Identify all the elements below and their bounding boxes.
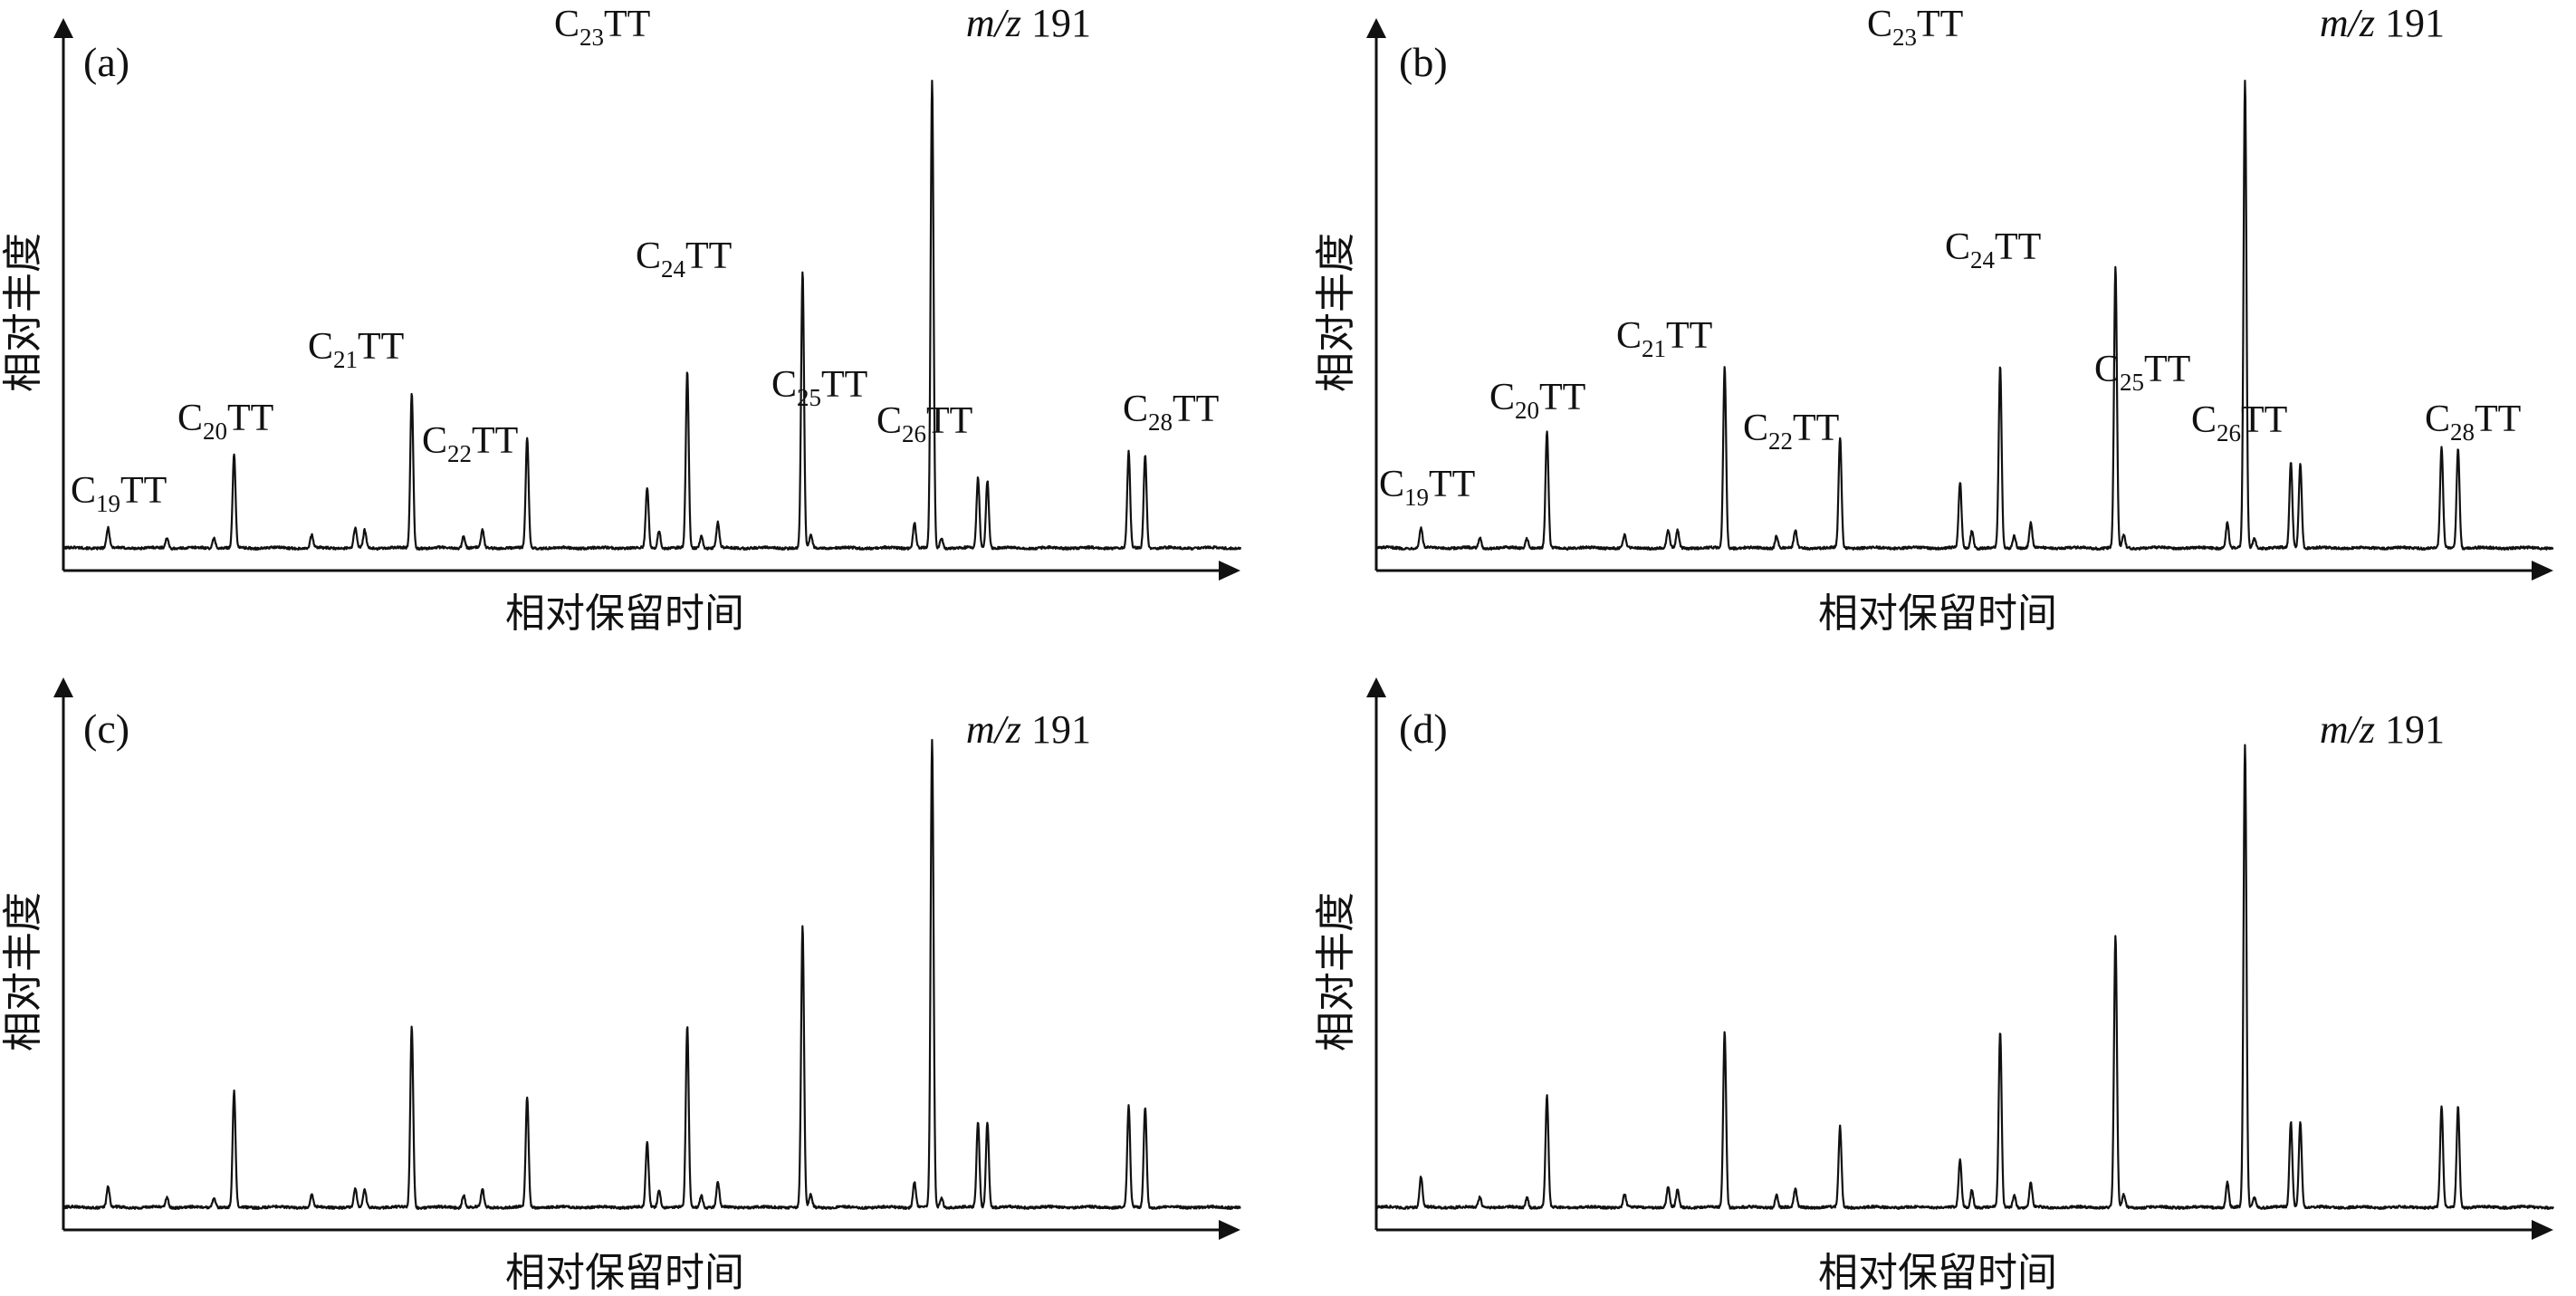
- peak-label-C28TT: C28TT: [2425, 398, 2521, 446]
- x-axis-title: 相对保留时间: [505, 1250, 744, 1296]
- chart-panel-c: 相对保留时间 相对丰度 (c) m/z 191: [0, 677, 1241, 1296]
- x-axis-arrow: [1219, 1220, 1240, 1240]
- panel-label: (d): [1399, 706, 1448, 752]
- y-axis-title: 相对丰度: [0, 892, 46, 1051]
- x-axis-arrow: [1219, 561, 1240, 581]
- mz-annotation: m/z 191: [2320, 1, 2445, 45]
- y-axis-title: 相对丰度: [0, 233, 46, 392]
- peak-label-C26TT: C26TT: [2191, 399, 2287, 446]
- chart-panel-d: 相对保留时间 相对丰度 (d) m/z 191: [1313, 677, 2554, 1296]
- chart-panel-b: 相对保留时间 相对丰度 (b) m/z 191 C19TT C20TT C21TT C22TT…: [1313, 1, 2554, 637]
- mz-annotation: m/z 191: [966, 1, 1091, 45]
- peak-label-C23TT: C23TT: [1867, 4, 1963, 51]
- chromatogram-trace: [1375, 744, 2554, 1210]
- y-axis-title: 相对丰度: [1313, 892, 1359, 1051]
- x-axis-arrow: [2532, 561, 2553, 581]
- y-axis-title: 相对丰度: [1313, 233, 1359, 392]
- peak-label-C23TT: C23TT: [554, 4, 650, 51]
- peak-label-C26TT: C26TT: [876, 400, 972, 447]
- panel-label: (c): [83, 706, 129, 752]
- peak-label-C24TT: C24TT: [636, 235, 732, 283]
- peak-label-C20TT: C20TT: [1489, 377, 1585, 424]
- peak-label-C19TT: C19TT: [1379, 464, 1475, 511]
- peak-label-C25TT: C25TT: [771, 364, 867, 411]
- chromatogram-trace: [62, 738, 1241, 1210]
- y-axis-arrow: [1366, 18, 1386, 38]
- peak-label-C24TT: C24TT: [1945, 226, 2041, 274]
- mz-annotation: m/z 191: [966, 707, 1091, 752]
- y-axis-arrow: [1366, 677, 1386, 697]
- peak-label-C22TT: C22TT: [1743, 408, 1839, 455]
- y-axis-arrow: [53, 18, 73, 38]
- panel-label: (b): [1399, 39, 1448, 85]
- x-axis-title: 相对保留时间: [1818, 1250, 2057, 1296]
- chromatogram-trace: [62, 80, 1242, 551]
- peak-label-C20TT: C20TT: [177, 398, 273, 445]
- y-axis-arrow: [53, 677, 73, 697]
- panel-label: (a): [83, 39, 129, 85]
- peak-label-C19TT: C19TT: [71, 470, 167, 517]
- peak-label-C25TT: C25TT: [2094, 349, 2190, 396]
- chromatogram-trace: [1375, 80, 2554, 551]
- mz-annotation: m/z 191: [2320, 707, 2445, 752]
- x-axis-title: 相对保留时间: [1818, 590, 2057, 637]
- peak-label-C21TT: C21TT: [308, 326, 404, 373]
- x-axis-arrow: [2532, 1220, 2553, 1240]
- peak-label-C28TT: C28TT: [1123, 389, 1219, 436]
- x-axis-title: 相对保留时间: [505, 590, 744, 637]
- peak-label-C21TT: C21TT: [1616, 315, 1712, 362]
- peak-label-C22TT: C22TT: [422, 420, 518, 467]
